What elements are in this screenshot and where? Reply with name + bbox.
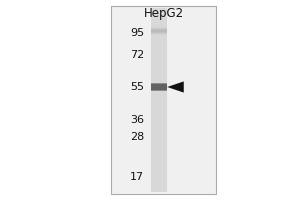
Text: 28: 28 [130,132,144,142]
Bar [111,6,216,194]
Bar [151,28,167,32]
Bar [151,8,167,192]
Bar [151,29,167,33]
Bar [151,30,167,34]
Bar [151,84,167,90]
Text: HepG2: HepG2 [143,6,184,20]
Bar [151,83,167,91]
Polygon shape [167,81,184,93]
Text: 55: 55 [130,82,144,92]
Text: 72: 72 [130,50,144,60]
Text: 95: 95 [130,28,144,38]
Text: 36: 36 [130,115,144,125]
Bar [151,31,167,35]
Bar [151,27,167,31]
Text: 17: 17 [130,172,144,182]
